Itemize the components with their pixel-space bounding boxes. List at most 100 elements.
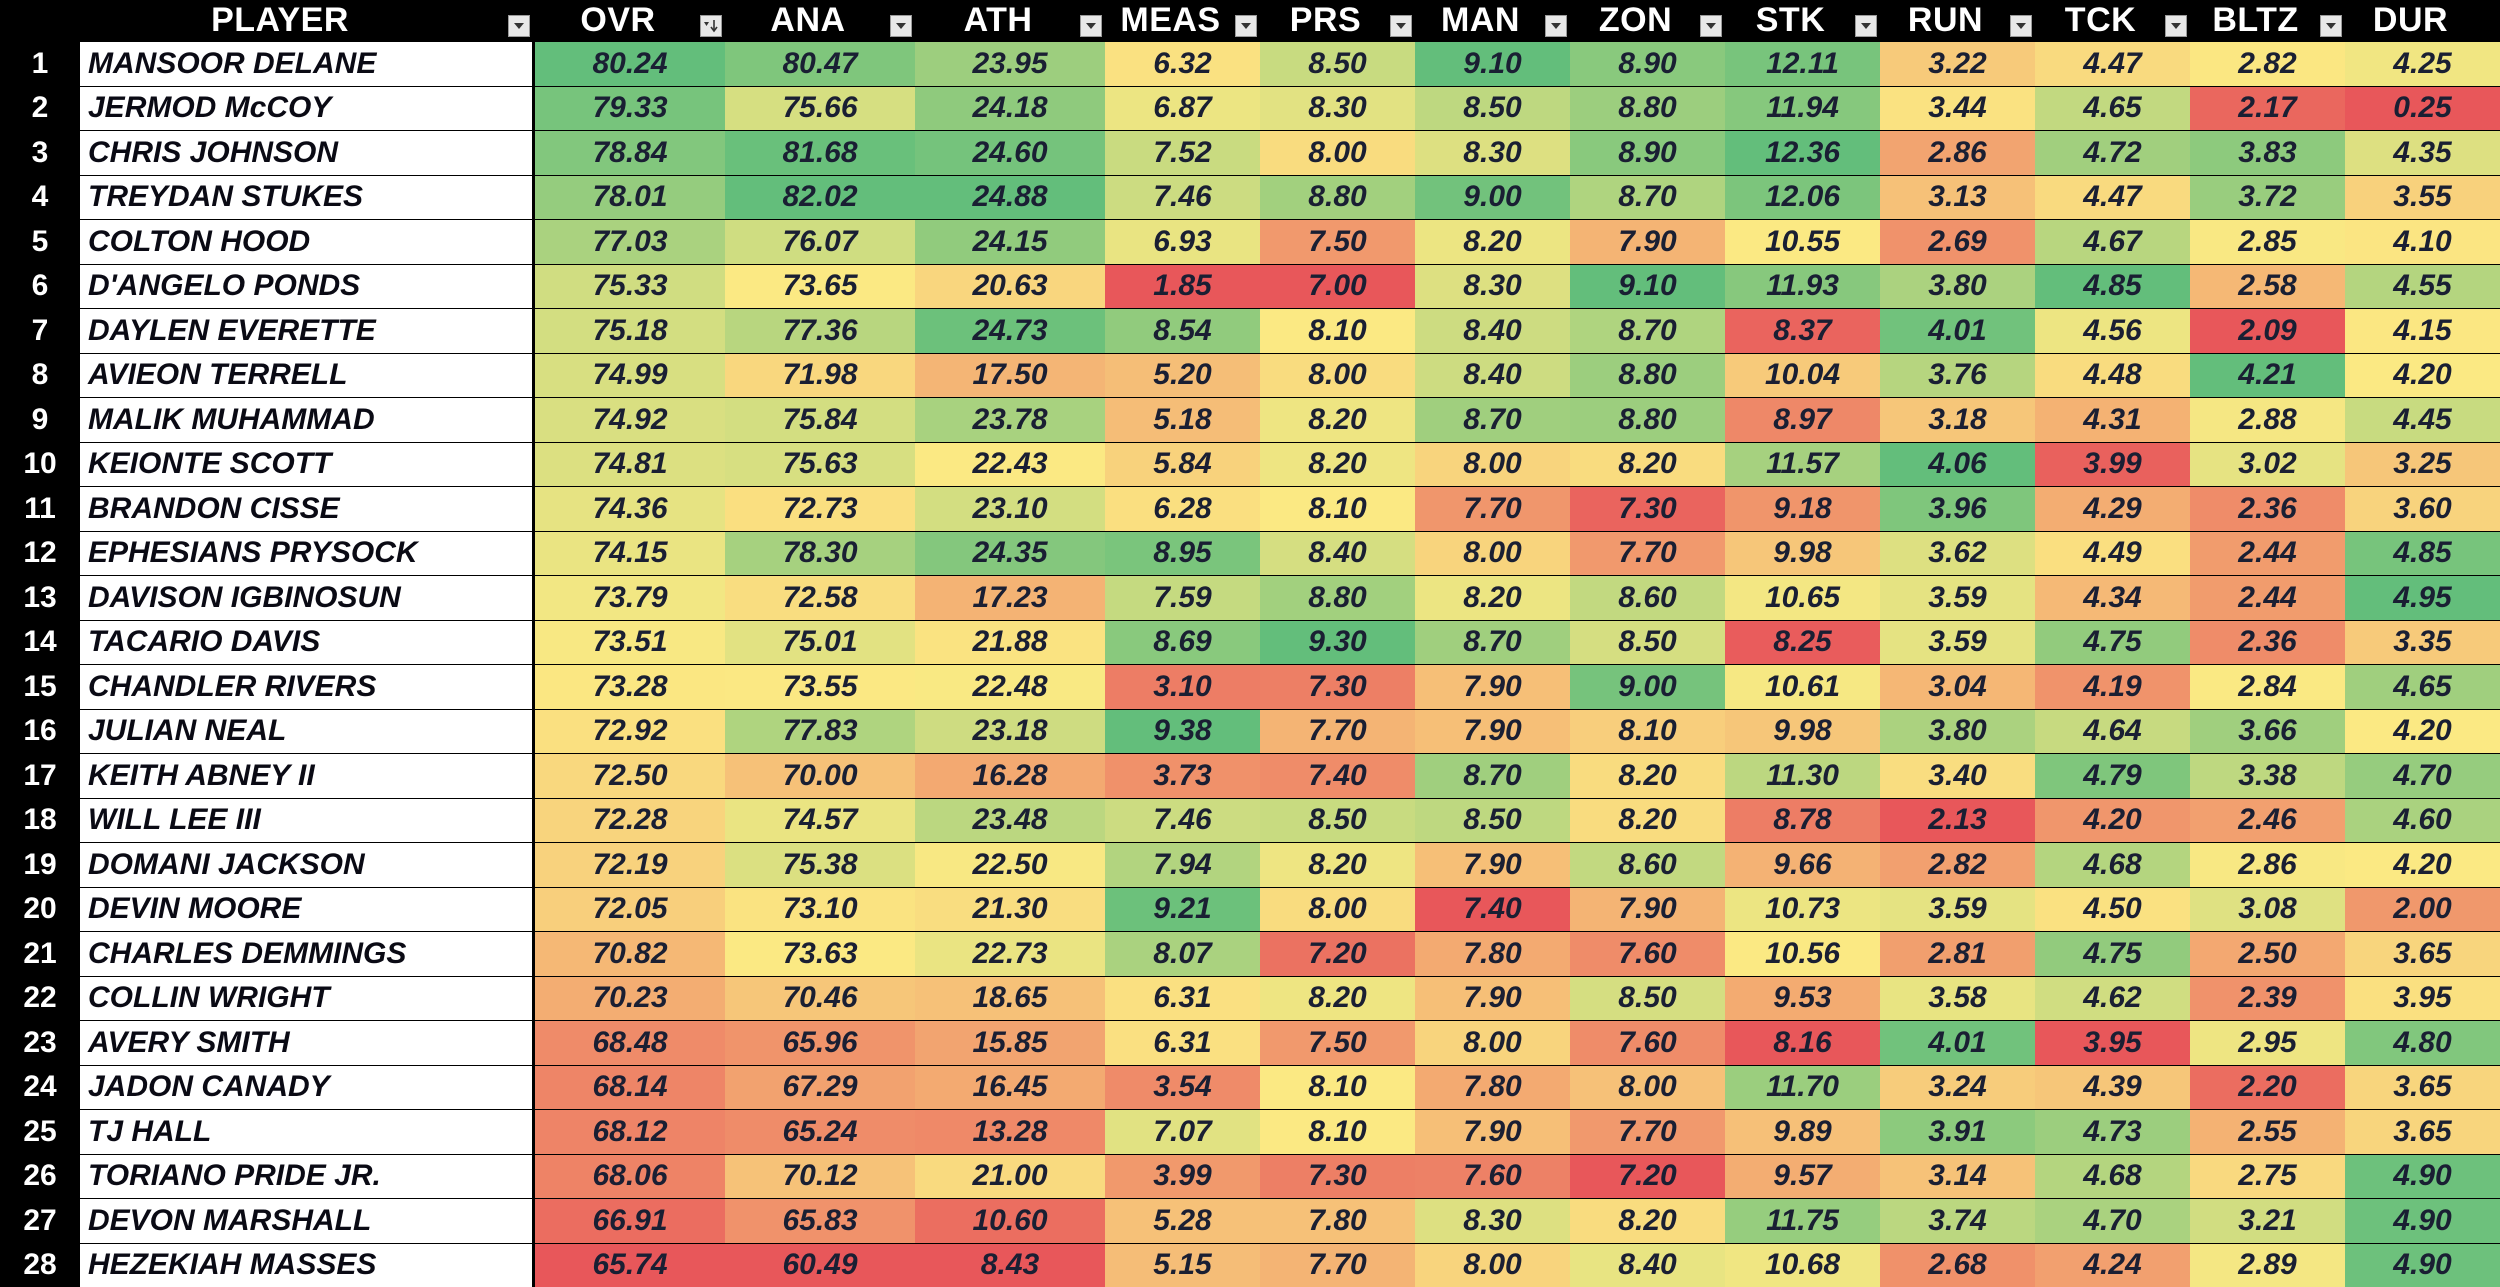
- stat-cell-ovr[interactable]: 74.36: [535, 487, 725, 531]
- stat-cell-ovr[interactable]: 72.28: [535, 799, 725, 843]
- player-name-cell[interactable]: MALIK MUHAMMAD: [80, 398, 532, 442]
- stat-cell-dur[interactable]: 4.90: [2345, 1199, 2500, 1243]
- player-name-cell[interactable]: KEIONTE SCOTT: [80, 443, 532, 487]
- stat-cell-bltz[interactable]: 2.55: [2190, 1110, 2345, 1154]
- stat-cell-dur[interactable]: 4.95: [2345, 576, 2500, 620]
- stat-cell-run[interactable]: 3.59: [1880, 888, 2035, 932]
- stat-cell-tck[interactable]: 4.19: [2035, 665, 2190, 709]
- stat-cell-tck[interactable]: 4.48: [2035, 354, 2190, 398]
- stat-cell-prs[interactable]: 7.40: [1260, 754, 1415, 798]
- stat-cell-tck[interactable]: 4.34: [2035, 576, 2190, 620]
- stat-cell-ovr[interactable]: 66.91: [535, 1199, 725, 1243]
- stat-cell-zon[interactable]: 7.60: [1570, 1021, 1725, 1065]
- stat-cell-meas[interactable]: 3.10: [1105, 665, 1260, 709]
- stat-cell-run[interactable]: 3.59: [1880, 621, 2035, 665]
- stat-cell-bltz[interactable]: 2.82: [2190, 42, 2345, 86]
- stat-cell-man[interactable]: 8.30: [1415, 131, 1570, 175]
- stat-cell-meas[interactable]: 7.46: [1105, 799, 1260, 843]
- stat-cell-tck[interactable]: 4.39: [2035, 1066, 2190, 1110]
- stat-cell-tck[interactable]: 4.68: [2035, 1155, 2190, 1199]
- stat-cell-meas[interactable]: 9.21: [1105, 888, 1260, 932]
- stat-cell-prs[interactable]: 8.80: [1260, 176, 1415, 220]
- dropdown-arrow-icon[interactable]: [890, 15, 912, 37]
- player-name-cell[interactable]: COLTON HOOD: [80, 220, 532, 264]
- player-name-cell[interactable]: KEITH ABNEY II: [80, 754, 532, 798]
- stat-cell-stk[interactable]: 12.11: [1725, 42, 1880, 86]
- stat-cell-stk[interactable]: 11.70: [1725, 1066, 1880, 1110]
- stat-cell-man[interactable]: 8.70: [1415, 398, 1570, 442]
- stat-cell-stk[interactable]: 10.68: [1725, 1244, 1880, 1287]
- stat-cell-ana[interactable]: 75.01: [725, 621, 915, 665]
- stat-cell-bltz[interactable]: 2.89: [2190, 1244, 2345, 1287]
- dropdown-arrow-icon[interactable]: [1390, 15, 1412, 37]
- dropdown-arrow-icon[interactable]: [2165, 15, 2187, 37]
- stat-cell-ana[interactable]: 82.02: [725, 176, 915, 220]
- player-name-cell[interactable]: CHANDLER RIVERS: [80, 665, 532, 709]
- stat-cell-man[interactable]: 8.00: [1415, 443, 1570, 487]
- stat-cell-ovr[interactable]: 72.50: [535, 754, 725, 798]
- stat-cell-ovr[interactable]: 72.05: [535, 888, 725, 932]
- stat-cell-ovr[interactable]: 70.23: [535, 977, 725, 1021]
- column-header-stk[interactable]: STK: [1725, 0, 1856, 40]
- player-name-cell[interactable]: HEZEKIAH MASSES: [80, 1244, 532, 1287]
- stat-cell-tck[interactable]: 4.49: [2035, 532, 2190, 576]
- stat-cell-ovr[interactable]: 78.01: [535, 176, 725, 220]
- stat-cell-meas[interactable]: 3.54: [1105, 1066, 1260, 1110]
- stat-cell-zon[interactable]: 7.60: [1570, 932, 1725, 976]
- stat-cell-man[interactable]: 7.90: [1415, 710, 1570, 754]
- stat-cell-run[interactable]: 3.14: [1880, 1155, 2035, 1199]
- stat-cell-bltz[interactable]: 3.08: [2190, 888, 2345, 932]
- stat-cell-prs[interactable]: 8.50: [1260, 799, 1415, 843]
- stat-cell-tck[interactable]: 4.29: [2035, 487, 2190, 531]
- stat-cell-bltz[interactable]: 2.50: [2190, 932, 2345, 976]
- player-name-cell[interactable]: DAYLEN EVERETTE: [80, 309, 532, 353]
- stat-cell-zon[interactable]: 7.30: [1570, 487, 1725, 531]
- stat-cell-zon[interactable]: 7.70: [1570, 1110, 1725, 1154]
- stat-cell-ath[interactable]: 22.50: [915, 843, 1105, 887]
- stat-cell-ana[interactable]: 74.57: [725, 799, 915, 843]
- stat-cell-ath[interactable]: 23.18: [915, 710, 1105, 754]
- stat-cell-prs[interactable]: 7.00: [1260, 265, 1415, 309]
- stat-cell-prs[interactable]: 8.10: [1260, 1066, 1415, 1110]
- stat-cell-tck[interactable]: 4.75: [2035, 932, 2190, 976]
- stat-cell-prs[interactable]: 7.30: [1260, 665, 1415, 709]
- stat-cell-prs[interactable]: 7.50: [1260, 1021, 1415, 1065]
- stat-cell-man[interactable]: 7.80: [1415, 932, 1570, 976]
- stat-cell-meas[interactable]: 5.28: [1105, 1199, 1260, 1243]
- column-header-tck[interactable]: TCK: [2035, 0, 2166, 40]
- stat-cell-bltz[interactable]: 2.85: [2190, 220, 2345, 264]
- stat-cell-ovr[interactable]: 74.81: [535, 443, 725, 487]
- stat-cell-run[interactable]: 4.01: [1880, 309, 2035, 353]
- stat-cell-dur[interactable]: 3.35: [2345, 621, 2500, 665]
- stat-cell-ath[interactable]: 21.00: [915, 1155, 1105, 1199]
- stat-cell-tck[interactable]: 4.47: [2035, 42, 2190, 86]
- stat-cell-dur[interactable]: 3.95: [2345, 977, 2500, 1021]
- stat-cell-prs[interactable]: 7.30: [1260, 1155, 1415, 1199]
- stat-cell-dur[interactable]: 4.70: [2345, 754, 2500, 798]
- player-name-cell[interactable]: TORIANO PRIDE JR.: [80, 1155, 532, 1199]
- stat-cell-man[interactable]: 8.40: [1415, 354, 1570, 398]
- stat-cell-stk[interactable]: 8.25: [1725, 621, 1880, 665]
- stat-cell-meas[interactable]: 6.31: [1105, 1021, 1260, 1065]
- player-name-cell[interactable]: JADON CANADY: [80, 1066, 532, 1110]
- stat-cell-prs[interactable]: 8.30: [1260, 87, 1415, 131]
- stat-cell-ath[interactable]: 17.50: [915, 354, 1105, 398]
- stat-cell-meas[interactable]: 9.38: [1105, 710, 1260, 754]
- dropdown-arrow-icon[interactable]: [1080, 15, 1102, 37]
- stat-cell-ovr[interactable]: 68.12: [535, 1110, 725, 1154]
- stat-cell-prs[interactable]: 8.10: [1260, 487, 1415, 531]
- stat-cell-run[interactable]: 3.74: [1880, 1199, 2035, 1243]
- stat-cell-prs[interactable]: 8.50: [1260, 42, 1415, 86]
- stat-cell-ana[interactable]: 78.30: [725, 532, 915, 576]
- stat-cell-man[interactable]: 8.40: [1415, 309, 1570, 353]
- stat-cell-dur[interactable]: 4.20: [2345, 843, 2500, 887]
- stat-cell-ath[interactable]: 24.18: [915, 87, 1105, 131]
- stat-cell-meas[interactable]: 6.31: [1105, 977, 1260, 1021]
- stat-cell-zon[interactable]: 9.00: [1570, 665, 1725, 709]
- stat-cell-stk[interactable]: 10.65: [1725, 576, 1880, 620]
- stat-cell-ath[interactable]: 24.73: [915, 309, 1105, 353]
- stat-cell-zon[interactable]: 7.90: [1570, 888, 1725, 932]
- stat-cell-bltz[interactable]: 2.39: [2190, 977, 2345, 1021]
- stat-cell-run[interactable]: 3.91: [1880, 1110, 2035, 1154]
- stat-cell-bltz[interactable]: 2.46: [2190, 799, 2345, 843]
